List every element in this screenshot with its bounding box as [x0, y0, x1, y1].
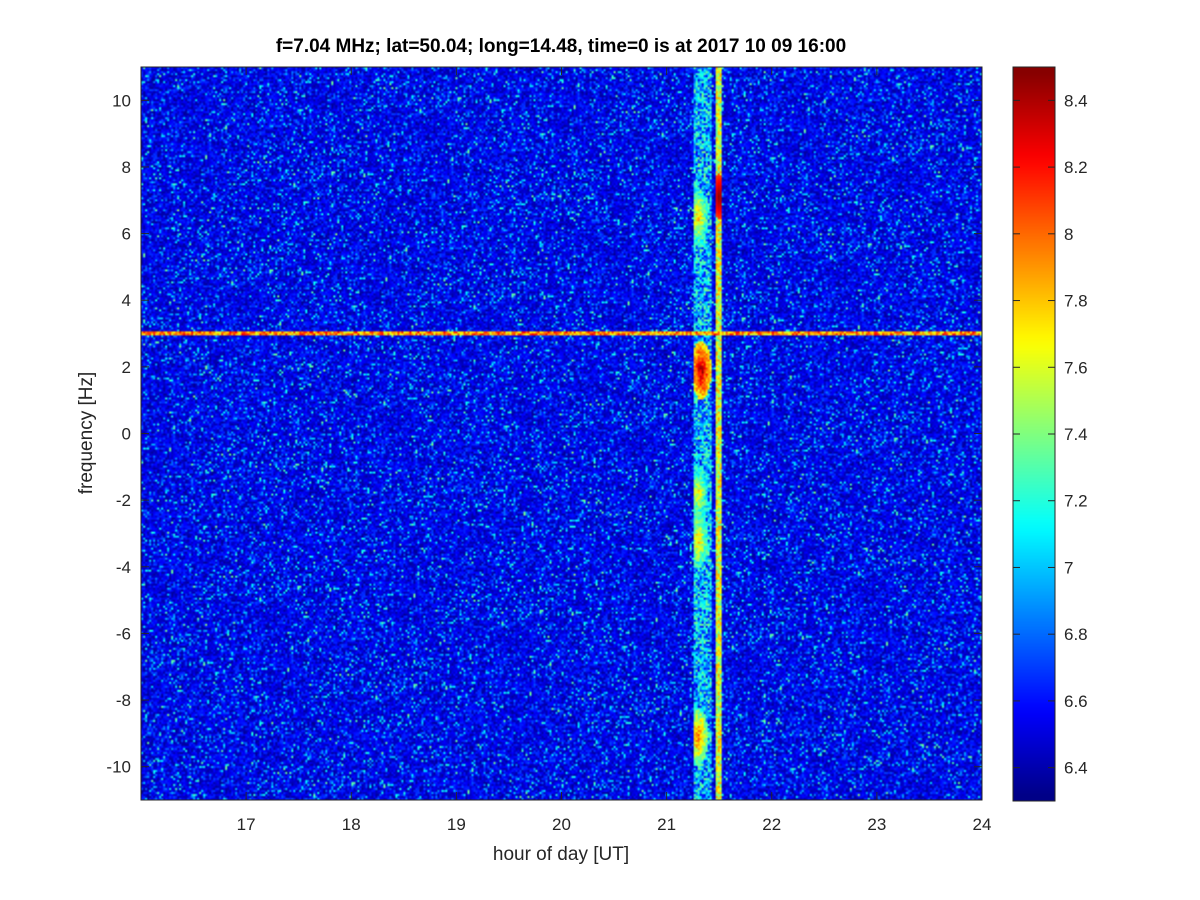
y-axis-label: frequency [Hz] [76, 372, 97, 495]
x-tick-label: 23 [867, 815, 886, 834]
colorbar-tick-label: 6.8 [1064, 625, 1088, 644]
chart-title: f=7.04 MHz; lat=50.04; long=14.48, time=… [276, 36, 846, 57]
colorbar-tick-label: 7.4 [1064, 425, 1088, 444]
colorbar-tick-label: 7.2 [1064, 492, 1088, 511]
colorbar-tick-label: 8.4 [1064, 91, 1088, 110]
colorbar-tick-label: 8 [1064, 225, 1073, 244]
colorbar-tick-label: 7.8 [1064, 292, 1088, 311]
colorbar: 6.4 6.6 6.8 7 7.2 7.4 7.6 7.8 8 8.2 8.4 [1012, 66, 1088, 802]
y-axis: -10 -8 -6 -4 -2 0 2 4 6 8 10 [106, 91, 982, 777]
y-tick-label: -6 [116, 624, 131, 643]
x-axis-label: hour of day [UT] [493, 844, 629, 865]
colorbar-tick-label: 8.2 [1064, 158, 1088, 177]
y-tick-label: 0 [122, 425, 131, 444]
x-tick-label: 19 [447, 815, 466, 834]
colorbar-axis: 6.4 6.6 6.8 7 7.2 7.4 7.6 7.8 8 8.2 8.4 [1013, 91, 1088, 778]
y-tick-label: 2 [122, 358, 131, 377]
colorbar-tick-label: 7 [1064, 558, 1073, 577]
y-tick-label: 10 [112, 91, 131, 110]
y-tick-label: -2 [116, 491, 131, 510]
y-tick-label: 4 [122, 291, 131, 310]
x-tick-label: 21 [657, 815, 676, 834]
x-tick-label: 18 [342, 815, 361, 834]
y-tick-label: -4 [116, 558, 131, 577]
y-tick-label: 6 [122, 225, 131, 244]
colorbar-tick-label: 6.4 [1064, 759, 1088, 778]
x-tick-label: 20 [552, 815, 571, 834]
x-tick-label: 24 [973, 815, 992, 834]
colorbar-tick-label: 6.6 [1064, 692, 1088, 711]
colorbar-tick-label: 7.6 [1064, 358, 1088, 377]
spectrogram-heatmap [141, 67, 982, 800]
y-tick-label: -10 [106, 758, 131, 777]
x-axis: 17 18 19 20 21 22 23 24 [237, 67, 992, 834]
x-tick-label: 22 [762, 815, 781, 834]
y-tick-label: -8 [116, 691, 131, 710]
x-tick-label: 17 [237, 815, 256, 834]
y-tick-label: 8 [122, 158, 131, 177]
